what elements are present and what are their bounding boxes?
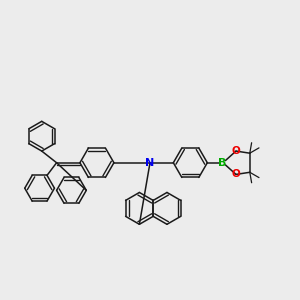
Text: N: N [146,158,154,168]
Text: O: O [232,146,240,156]
Text: O: O [232,169,240,179]
Text: B: B [218,158,226,168]
